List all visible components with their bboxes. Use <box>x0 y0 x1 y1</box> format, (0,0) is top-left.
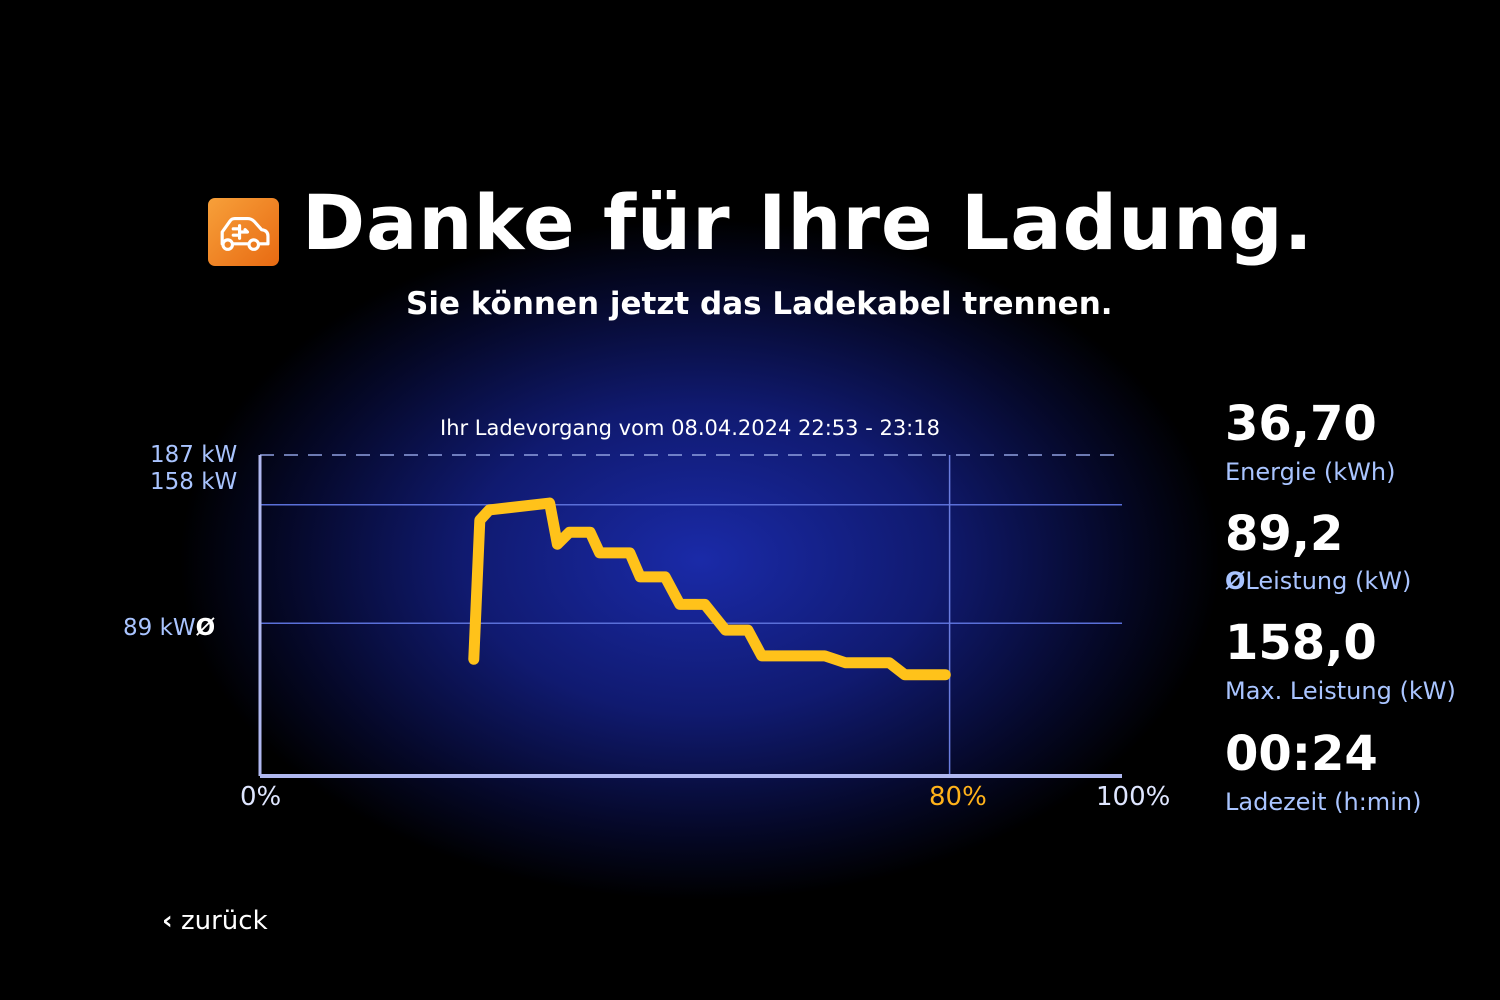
average-icon: Ø <box>195 615 216 641</box>
chevron-left-icon: ‹ <box>162 906 173 936</box>
car-charging-icon <box>208 198 279 266</box>
y-tick-158: 158 kW <box>150 469 238 495</box>
chart-title: Ihr Ladevorgang vom 08.04.2024 22:53 - 2… <box>440 416 940 440</box>
stat-energy-label: Energie (kWh) <box>1225 458 1396 486</box>
average-icon: Ø <box>1225 567 1246 595</box>
y-tick-avg: 89 kWØ <box>123 615 215 641</box>
stat-max-power-value: 158,0 <box>1225 615 1377 671</box>
x-tick-0: 0% <box>240 782 282 812</box>
y-tick-187: 187 kW <box>150 442 238 468</box>
page-subtitle: Sie können jetzt das Ladekabel trennen. <box>406 286 1113 322</box>
avg-value: 89 kW <box>123 615 196 641</box>
x-tick-80: 80% <box>929 782 987 812</box>
page-title: Danke für Ihre Ladung. <box>302 178 1314 267</box>
power-series-line <box>468 497 951 681</box>
stat-max-power-label: Max. Leistung (kW) <box>1225 677 1456 705</box>
stat-avg-power-label: ØLeistung (kW) <box>1225 567 1412 595</box>
stat-avg-power-value: 89,2 <box>1225 506 1344 562</box>
back-button[interactable]: ‹ zurück <box>162 906 268 936</box>
stat-energy-value: 36,70 <box>1225 396 1377 452</box>
stat-duration-value: 00:24 <box>1225 726 1378 782</box>
stat-duration-label: Ladezeit (h:min) <box>1225 788 1422 816</box>
x-tick-100: 100% <box>1096 782 1171 812</box>
